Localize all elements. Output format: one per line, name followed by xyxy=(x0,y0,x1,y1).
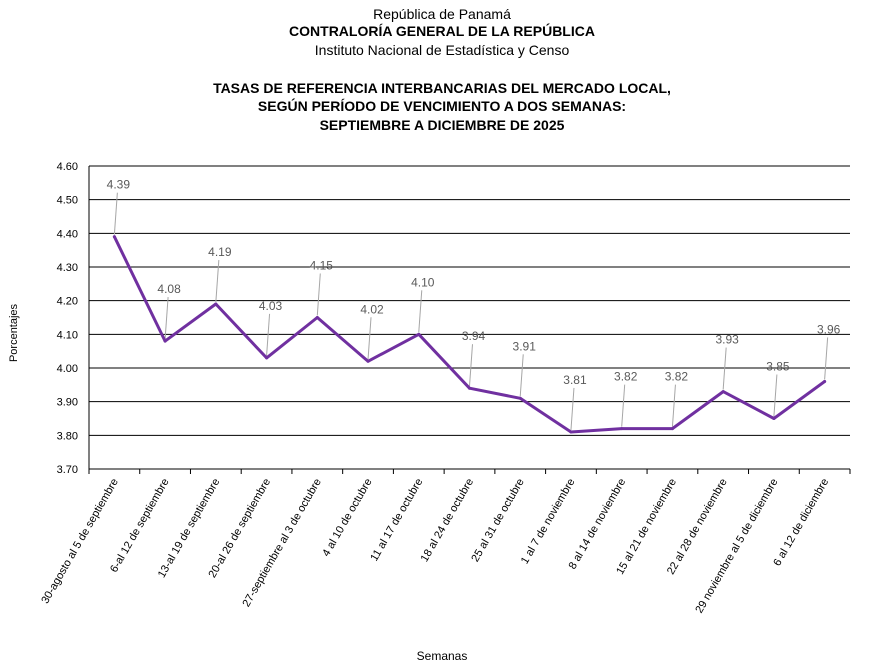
data-label: 3.96 xyxy=(817,322,841,336)
data-point xyxy=(518,396,522,400)
data-label: 4.10 xyxy=(411,275,435,289)
data-label: 4.39 xyxy=(107,178,131,192)
data-label-leader xyxy=(113,192,118,235)
axes xyxy=(88,166,851,474)
data-label: 3.91 xyxy=(513,339,537,353)
x-tick-label: 4 al 10 de octubre xyxy=(320,477,374,559)
header-country: República de Panamá xyxy=(373,6,511,22)
data-label: 4.19 xyxy=(208,245,232,259)
chart-title-line-1: TASAS DE REFERENCIA INTERBANCARIAS DEL M… xyxy=(213,80,671,96)
x-tick-label: 25 al 31 de octubre xyxy=(469,477,526,565)
y-tick-label: 3.90 xyxy=(57,397,78,409)
y-axis-title: Porcentajes xyxy=(8,303,20,362)
data-point xyxy=(163,339,167,343)
x-tick-label: 11 al 17 de octubre xyxy=(368,477,425,564)
data-point xyxy=(569,430,573,434)
data-label-leader xyxy=(671,384,676,427)
data-label-leader xyxy=(316,273,321,316)
data-point xyxy=(265,356,269,360)
series xyxy=(112,235,827,434)
y-tick-label: 4.20 xyxy=(57,296,78,308)
chart-title-line-2: SEGÚN PERÍODO DE VENCIMIENTO A DOS SEMAN… xyxy=(257,98,627,114)
y-tick-label: 3.70 xyxy=(57,464,78,476)
data-label: 3.85 xyxy=(766,360,790,374)
data-label-leader xyxy=(773,374,778,417)
y-tick-label: 4.40 xyxy=(57,228,78,240)
chart-title-line-3: SEPTIEMBRE A DICIEMBRE DE 2025 xyxy=(319,117,565,133)
data-point xyxy=(670,427,674,431)
data-point xyxy=(620,427,624,431)
data-point xyxy=(315,316,319,319)
data-label-leader xyxy=(469,344,473,387)
data-point xyxy=(772,417,776,420)
data-label-leaders xyxy=(113,192,829,431)
data-label: 3.81 xyxy=(563,373,587,387)
data-labels: 4.39 4.08 4.19 4.03 4.15 4.02 4.10 3.94 3.91 3.81… xyxy=(107,178,841,387)
data-label: 4.03 xyxy=(259,299,283,313)
data-label-leader xyxy=(266,313,271,356)
gridlines xyxy=(89,165,850,470)
data-label-leader xyxy=(722,347,727,390)
x-tick-label: 1 al 7 de noviembre xyxy=(519,477,578,567)
x-tick-label: 30-agosto al 5 de septiembre xyxy=(39,477,121,606)
data-label-leader xyxy=(215,259,220,303)
data-label: 3.93 xyxy=(715,333,739,347)
y-tick-label: 4.60 xyxy=(57,161,78,173)
x-tick-label: 6-al 12 de septiembre xyxy=(108,477,172,575)
data-label-leader xyxy=(164,297,169,340)
header-institute: Instituto Nacional de Estadística y Cens… xyxy=(314,42,570,58)
data-label-leader xyxy=(570,387,575,431)
data-point xyxy=(823,379,827,383)
data-point xyxy=(112,235,116,239)
header-institution: CONTRALORÍA GENERAL DE LA REPÚBLICA xyxy=(289,23,595,39)
data-label: 4.15 xyxy=(310,259,334,273)
data-label-leader xyxy=(367,317,372,360)
data-label-leader xyxy=(824,337,829,380)
data-point xyxy=(366,359,370,363)
data-label: 3.94 xyxy=(462,329,486,343)
x-tick-label: 8 al 14 de noviembre xyxy=(567,477,629,572)
data-label: 3.82 xyxy=(614,370,638,384)
y-tick-label: 3.80 xyxy=(57,430,78,442)
y-tick-label: 4.00 xyxy=(57,363,78,375)
data-label-leader xyxy=(519,354,524,397)
y-tick-labels: 3.70 3.80 3.90 4.00 4.10 4.20 4.30 4.40 4.50 4.60 xyxy=(57,161,78,476)
data-label: 3.82 xyxy=(665,370,689,384)
y-tick-label: 4.50 xyxy=(57,195,78,207)
data-point xyxy=(468,386,471,390)
data-label-leader xyxy=(418,290,423,333)
y-tick-label: 4.10 xyxy=(57,329,78,341)
data-point xyxy=(721,390,725,394)
y-tick-label: 4.30 xyxy=(57,262,78,274)
data-label: 4.02 xyxy=(360,302,384,316)
data-label: 4.08 xyxy=(157,282,181,296)
data-point xyxy=(417,332,421,336)
x-axis-title: Semanas xyxy=(417,649,468,663)
x-tick-label: 18 al 24 de octubre xyxy=(419,477,476,565)
x-tick-label: 6 al 12 de diciembre xyxy=(771,477,831,569)
data-point xyxy=(214,302,218,306)
data-label-leader xyxy=(621,384,626,427)
